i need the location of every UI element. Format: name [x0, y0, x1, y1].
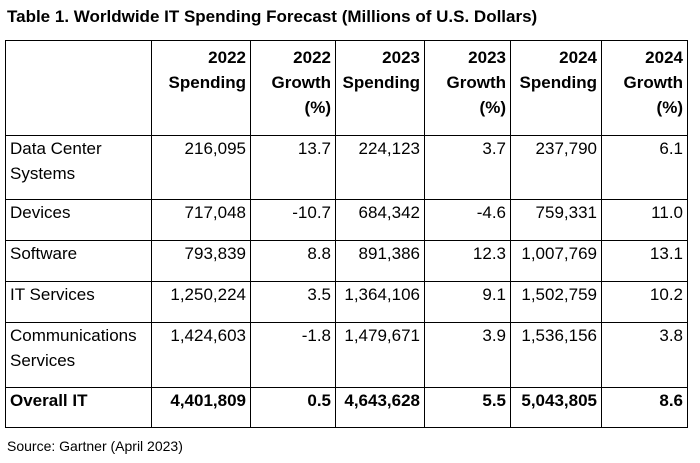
cell-2023-growth: -4.6 [424, 199, 511, 241]
cell-2024-growth: 6.1 [601, 135, 688, 200]
cell-2023-growth: 9.1 [424, 281, 511, 323]
total-label: Overall IT [5, 387, 152, 428]
header-category [5, 40, 152, 136]
total-2023-growth: 5.5 [424, 387, 511, 428]
row-label: IT Services [5, 281, 152, 323]
spending-table-wrapper: 2022 Spending 2022 Growth (%) 2023 Spending … [5, 40, 688, 428]
table-row: Software 793,839 8.8 891,386 12.3 1,007,… [5, 240, 688, 282]
table-row: IT Services 1,250,224 3.5 1,364,106 9.1 … [5, 281, 688, 323]
cell-2022-growth: 8.8 [250, 240, 336, 282]
cell-2023-spending: 684,342 [335, 199, 425, 241]
header-2024-growth: 2024 Growth (%) [601, 40, 688, 136]
cell-2024-spending: 1,502,759 [510, 281, 602, 323]
total-2022-spending: 4,401,809 [151, 387, 251, 428]
cell-2022-spending: 1,424,603 [151, 322, 251, 388]
total-row: Overall IT 4,401,809 0.5 4,643,628 5.5 5… [5, 387, 688, 428]
cell-2023-growth: 3.9 [424, 322, 511, 388]
cell-2022-growth: -1.8 [250, 322, 336, 388]
row-label: Software [5, 240, 152, 282]
header-2022-spending: 2022 Spending [151, 40, 251, 136]
table-title: Table 1. Worldwide IT Spending Forecast … [7, 7, 538, 26]
header-2023-spending: 2023 Spending [335, 40, 425, 136]
cell-2023-growth: 3.7 [424, 135, 511, 200]
cell-2023-spending: 891,386 [335, 240, 425, 282]
cell-2023-spending: 224,123 [335, 135, 425, 200]
table-row: Communications Services 1,424,603 -1.8 1,… [5, 322, 688, 388]
header-2023-growth: 2023 Growth (%) [424, 40, 511, 136]
cell-2024-spending: 1,007,769 [510, 240, 602, 282]
row-label: Devices [5, 199, 152, 241]
cell-2022-spending: 216,095 [151, 135, 251, 200]
cell-2024-growth: 11.0 [601, 199, 688, 241]
total-2023-spending: 4,643,628 [335, 387, 425, 428]
row-label: Data Center Systems [5, 135, 152, 200]
header-2024-spending: 2024 Spending [510, 40, 602, 136]
cell-2024-spending: 237,790 [510, 135, 602, 200]
cell-2024-spending: 759,331 [510, 199, 602, 241]
cell-2022-spending: 717,048 [151, 199, 251, 241]
cell-2024-spending: 1,536,156 [510, 322, 602, 388]
cell-2023-growth: 12.3 [424, 240, 511, 282]
cell-2022-growth: -10.7 [250, 199, 336, 241]
row-label: Communications Services [5, 322, 152, 388]
header-2022-growth: 2022 Growth (%) [250, 40, 336, 136]
spending-table: 2022 Spending 2022 Growth (%) 2023 Spending … [5, 40, 688, 428]
cell-2022-spending: 793,839 [151, 240, 251, 282]
cell-2023-spending: 1,364,106 [335, 281, 425, 323]
source-note: Source: Gartner (April 2023) [7, 438, 183, 454]
cell-2022-spending: 1,250,224 [151, 281, 251, 323]
table-row: Data Center Systems 216,095 13.7 224,123 … [5, 135, 688, 200]
total-2024-growth: 8.6 [601, 387, 688, 428]
cell-2024-growth: 10.2 [601, 281, 688, 323]
cell-2022-growth: 3.5 [250, 281, 336, 323]
cell-2024-growth: 13.1 [601, 240, 688, 282]
table-row: Devices 717,048 -10.7 684,342 -4.6 759,3… [5, 199, 688, 241]
header-row: 2022 Spending 2022 Growth (%) 2023 Spending … [5, 40, 688, 136]
cell-2024-growth: 3.8 [601, 322, 688, 388]
cell-2023-spending: 1,479,671 [335, 322, 425, 388]
total-2024-spending: 5,043,805 [510, 387, 602, 428]
cell-2022-growth: 13.7 [250, 135, 336, 200]
total-2022-growth: 0.5 [250, 387, 336, 428]
